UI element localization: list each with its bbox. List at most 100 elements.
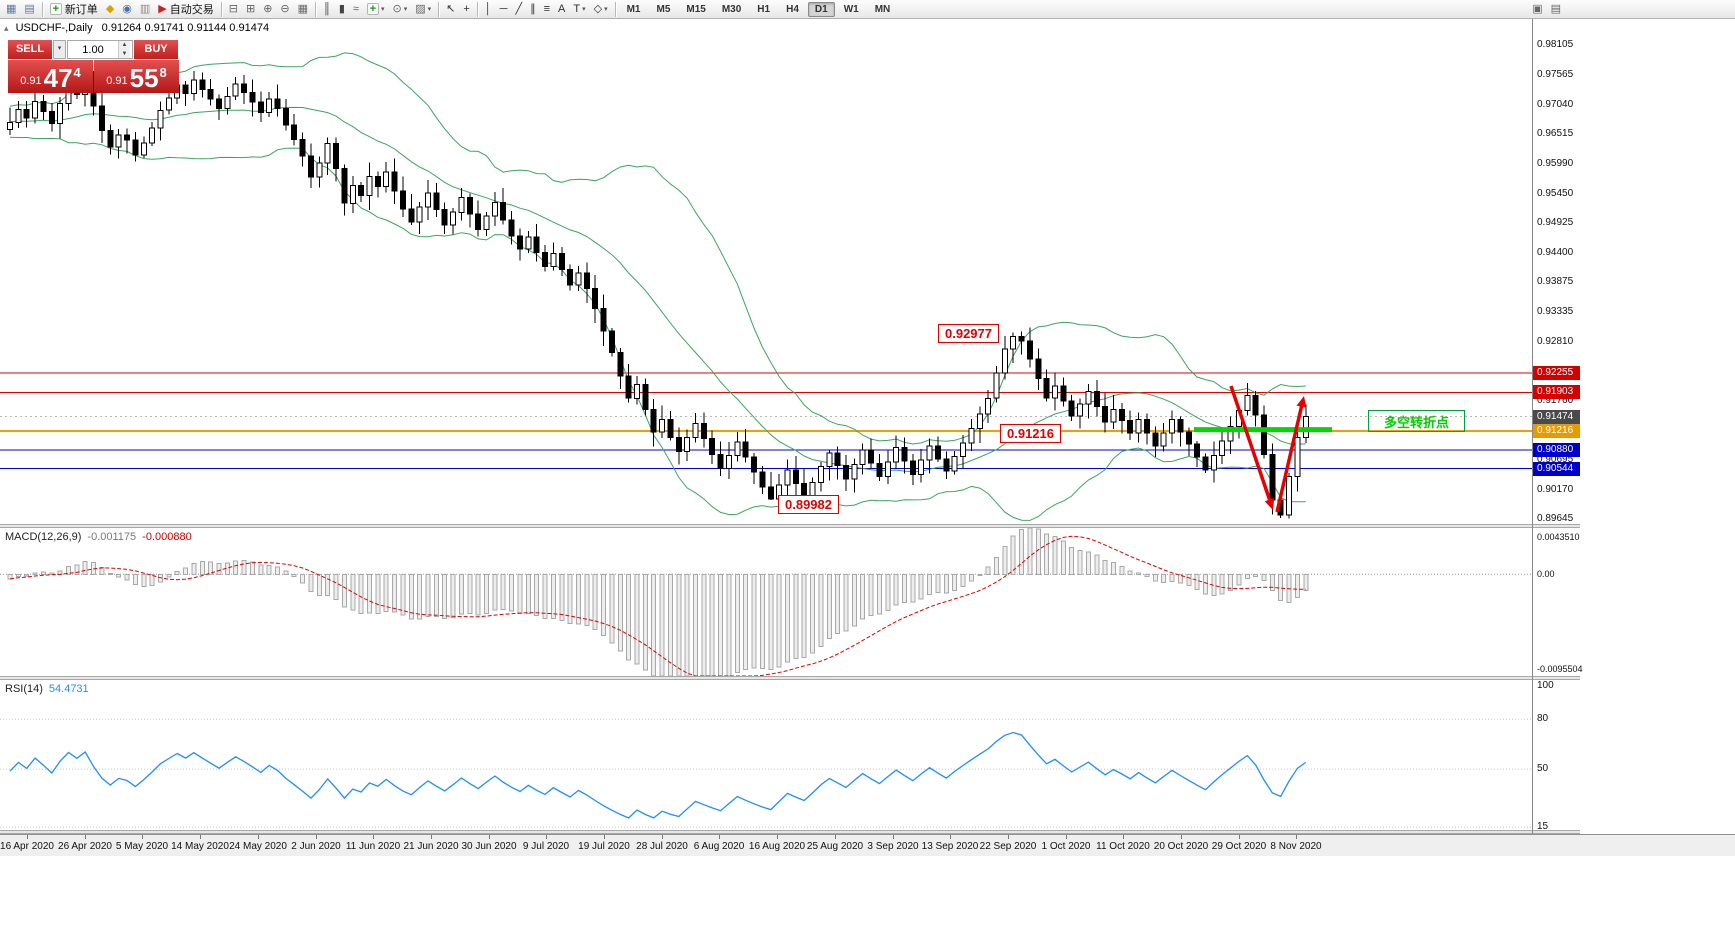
periods-icon[interactable]: ⊙ ▾ — [388, 1, 411, 18]
zoom-out-icon: ⊖ — [280, 2, 290, 15]
time-axis-label: 3 Sep 2020 — [867, 841, 919, 852]
indicator-axis-label: -0.0095504 — [1537, 664, 1583, 674]
timeframe-m1-button[interactable]: M1 — [626, 3, 641, 15]
bars-chart-icon[interactable]: ║ — [319, 1, 335, 18]
fibonacci-icon[interactable]: ≡ — [540, 1, 554, 18]
horizontal-level-lines[interactable] — [0, 372, 1532, 470]
macd-signal-value: -0.000880 — [142, 531, 192, 543]
time-axis-label: 11 Jun 2020 — [345, 841, 401, 852]
equidistant-channel-icon[interactable]: ∥ — [526, 1, 540, 18]
zoom-out-icon[interactable]: ⊖ — [276, 1, 293, 18]
price-axis[interactable]: 0.98105 0.97565 0.97040 0.96515 0.95990 0.954… — [1533, 0, 1733, 939]
one-click-toggle[interactable]: ▴ — [4, 23, 9, 33]
timeframe-h1-button[interactable]: H1 — [757, 3, 771, 15]
indicators-icon[interactable]: + ▾ — [363, 1, 389, 18]
time-axis-tick — [1123, 835, 1124, 839]
buy-button[interactable]: BUY — [134, 40, 178, 59]
time-axis-label: 9 Jul 2020 — [522, 841, 570, 852]
timeframe-m5-button[interactable]: M5 — [656, 3, 671, 15]
time-axis-tick — [1239, 835, 1240, 839]
terminal-icon[interactable]: ⊟ — [225, 1, 242, 18]
profiles-icon[interactable]: ▤ — [20, 1, 38, 18]
templates-icon[interactable]: ▨ ▾ — [411, 1, 435, 18]
chevron-down-icon: ▾ — [427, 6, 432, 13]
toolbar-separator — [220, 1, 222, 17]
market-watch-icon[interactable]: ◉ — [118, 1, 136, 18]
text-tool-icon[interactable]: T ▾ — [569, 1, 589, 18]
crosshair-icon[interactable]: + — [459, 1, 473, 18]
volume-down-button[interactable]: ▼ — [119, 49, 130, 58]
price-axis-tag: 0.91474 — [1533, 410, 1580, 424]
time-axis-label: 22 Sep 2020 — [979, 841, 1037, 852]
vertical-line-icon[interactable]: │ — [481, 1, 496, 18]
trendline-icon[interactable]: ╱ — [511, 1, 526, 18]
toolbar-separator — [614, 1, 616, 17]
autotrading-button[interactable]: ▶ 自动交易 — [154, 1, 217, 18]
sell-button[interactable]: SELL — [8, 40, 52, 59]
time-axis-tick — [1181, 835, 1182, 839]
zoom-in-icon: ⊕ — [263, 2, 273, 15]
volume-up-button[interactable]: ▲ — [119, 41, 130, 50]
candle-chart-icon[interactable]: ▮ — [335, 1, 349, 18]
equidistant-channel-icon: ∥ — [530, 2, 536, 15]
timeframe-d1-button[interactable]: D1 — [807, 1, 835, 17]
horizontal-line-icon[interactable]: ─ — [496, 1, 512, 18]
time-axis-label: 29 Oct 2020 — [1211, 841, 1267, 852]
panel-splitter[interactable] — [0, 676, 1580, 680]
price-axis-label: 0.95990 — [1537, 158, 1574, 169]
price-axis-label: 0.91760 — [1537, 395, 1574, 406]
panel-splitter[interactable] — [0, 830, 1580, 834]
line-chart-icon[interactable]: ≈ — [349, 1, 363, 18]
volume-input[interactable] — [68, 41, 118, 58]
buy-price-button[interactable]: 0.91 55 8 — [94, 60, 179, 93]
metaeditor-icon[interactable]: ◆ — [102, 1, 118, 18]
crosshair-icon: + — [463, 2, 470, 15]
price-axis-label: 0.97040 — [1537, 99, 1574, 110]
price-annotation-label[interactable]: 0.91216 — [1000, 424, 1061, 443]
ask-prefix: 0.91 — [106, 75, 128, 87]
arrows-tool-icon[interactable]: ◇ ▾ — [590, 1, 612, 18]
chevron-down-icon: ▾ — [604, 6, 608, 13]
time-axis-label: 8 Nov 2020 — [1270, 841, 1322, 852]
timeframe-m30-button[interactable]: M30 — [721, 3, 742, 15]
rsi-value: 54.4731 — [48, 683, 89, 695]
text-label-icon[interactable]: A — [554, 1, 569, 18]
panel-splitter[interactable] — [0, 524, 1580, 528]
price-axis-tag: 0.90880 — [1533, 443, 1580, 457]
price-annotation-label[interactable]: 0.89982 — [778, 495, 839, 514]
price-axis-label: 0.89645 — [1537, 513, 1574, 524]
navigator-icon[interactable]: ▥ — [136, 1, 154, 18]
chevron-down-icon: ▾ — [380, 6, 385, 13]
data-window-icon[interactable]: ⊞ — [242, 1, 259, 18]
price-annotation-label[interactable]: 0.92977 — [938, 324, 999, 343]
main-toolbar: ▦ ▤ + 新订单 ◆ ◉ ▥ ▶ 自动交易 ⊟ ⊞ ⊕ ⊖ ▦ ║ ▮ ≈ + ▾ ⊙ ▾ ▨ ▾ ↖ + │ ─ ╱ ∥ ≡ A T ▾ ◇ ▾… — [0, 0, 1735, 19]
price-axis-label: 0.93875 — [1537, 276, 1574, 287]
timeframe-h4-button[interactable]: H4 — [786, 3, 799, 15]
fullscreen-icon[interactable]: ▣ — [1532, 2, 1543, 15]
time-axis-label: 13 Sep 2020 — [921, 841, 979, 852]
time-axis-label: 14 May 2020 — [171, 841, 229, 852]
timeframe-m15-button[interactable]: M15 — [686, 3, 706, 15]
timeframe-w1-button[interactable]: W1 — [843, 3, 859, 15]
turning-point-label[interactable]: 多空转折点 — [1368, 410, 1465, 432]
arrows-tool-icon: ◇ — [593, 2, 603, 15]
order-type-dropdown[interactable]: ▾ — [53, 40, 66, 59]
price-axis-label: 0.96515 — [1537, 128, 1574, 139]
new-order-button[interactable]: + 新订单 — [46, 1, 102, 18]
help-icon[interactable]: ▤ — [1550, 2, 1561, 15]
sell-price-button[interactable]: 0.91 47 4 — [8, 60, 93, 93]
tile-windows-icon[interactable]: ▦ — [294, 1, 312, 18]
time-axis-label: 5 May 2020 — [115, 841, 169, 852]
chart-annotations[interactable] — [1194, 385, 1332, 513]
indicator-axis-label: 0.00 — [1537, 569, 1555, 579]
timeframe-mn-button[interactable]: MN — [874, 3, 891, 15]
zoom-in-icon[interactable]: ⊕ — [259, 1, 276, 18]
new-chart-icon[interactable]: ▦ — [2, 1, 20, 18]
price-axis-label: 0.98105 — [1537, 39, 1574, 50]
macd-main-value: -0.001175 — [87, 531, 137, 543]
cursor-icon[interactable]: ↖ — [442, 1, 459, 18]
time-axis[interactable]: 16 Apr 2020 26 Apr 2020 5 May 2020 14 May 2… — [0, 834, 1735, 856]
time-axis-tick — [431, 835, 432, 839]
